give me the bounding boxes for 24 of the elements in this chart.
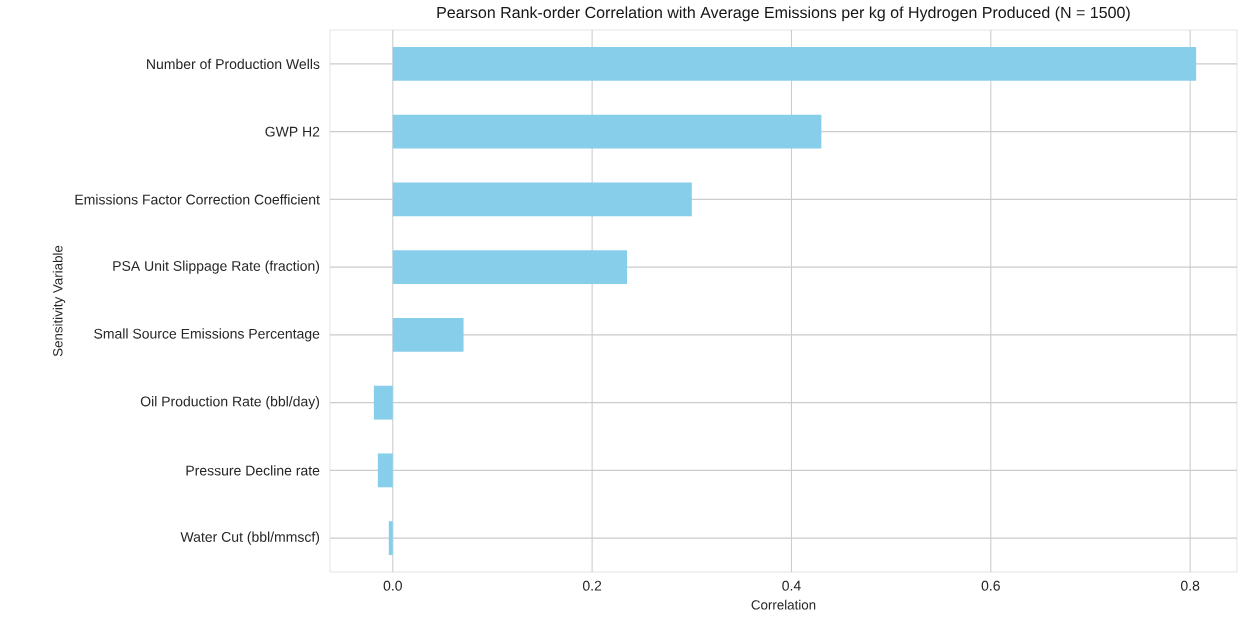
bar	[392, 182, 692, 217]
y-tick-label: Pressure Decline rate	[186, 465, 320, 476]
x-tick-label: 0.6	[981, 580, 1000, 591]
bar	[377, 453, 393, 488]
y-axis-title: Sensitivity Variable	[52, 245, 66, 357]
bar	[392, 46, 1197, 81]
y-tick-label: PSA Unit Slippage Rate (fraction)	[113, 260, 320, 274]
x-axis-title: Correlation	[751, 599, 816, 610]
x-tick-label: 0.8	[1180, 580, 1200, 591]
y-tick-label: Number of Production Wells	[147, 58, 320, 70]
y-tick-label: Small Source Emissions Percentage	[94, 328, 320, 342]
bar	[392, 114, 822, 149]
x-tick-label: 0.2	[582, 580, 602, 591]
y-tick-label: Water Cut (bbl/mmscf)	[180, 531, 320, 545]
y-tick-label: Emissions Factor Correction Coefficient	[75, 194, 320, 205]
bar	[373, 385, 393, 420]
y-tick-label: GWP H2	[265, 126, 320, 137]
bar	[392, 317, 464, 352]
x-tick-label: 0.4	[782, 580, 801, 591]
bar	[392, 250, 628, 285]
chart-title: Pearson Rank-order Correlation with Average Emissions per kg of Hydrogen Produced (N = 1500)	[437, 6, 1130, 22]
y-tick-label: Oil Production Rate (bbl/day)	[140, 396, 320, 410]
bar	[388, 521, 393, 556]
x-tick-label: 0.0	[383, 580, 402, 591]
